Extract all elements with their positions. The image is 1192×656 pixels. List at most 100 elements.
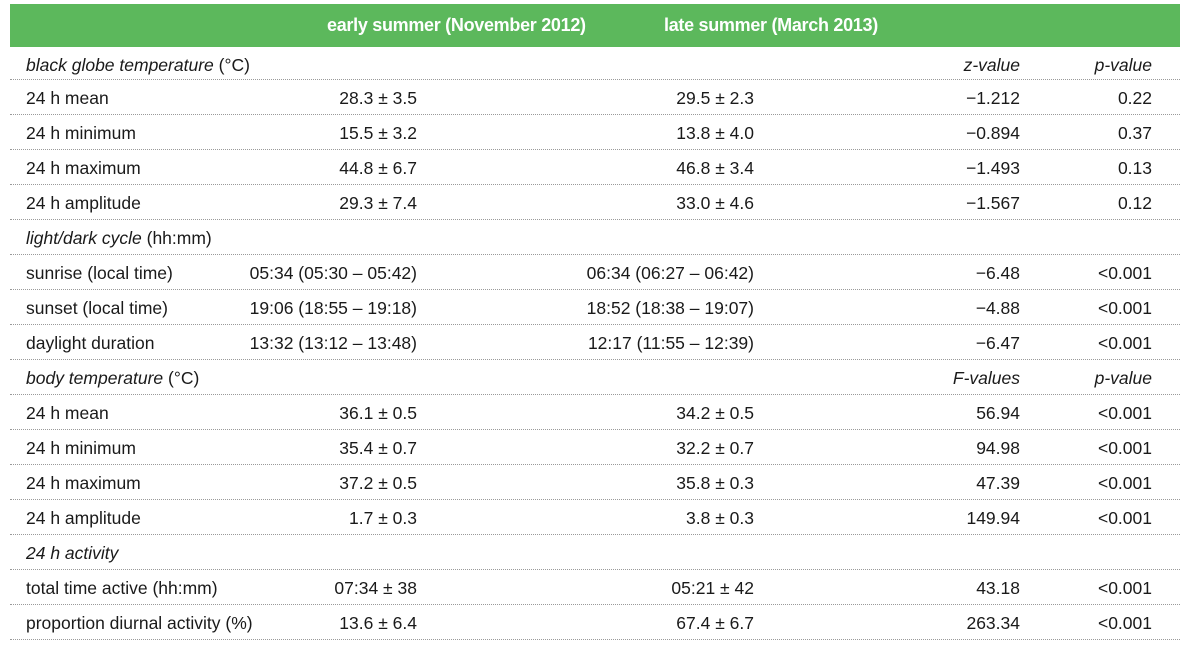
early-summer-value: 28.3 ± 3.5	[339, 88, 417, 108]
late-summer-value: 05:21 ± 42	[671, 578, 754, 598]
row-label: proportion diurnal activity (%)	[26, 613, 253, 633]
p-value: 0.12	[1117, 193, 1152, 213]
table-row: proportion diurnal activity (%) 13.6 ± 6.…	[10, 605, 1180, 640]
row-label: 24 h mean	[26, 403, 109, 423]
row-label: 24 h mean	[26, 88, 109, 108]
early-summer-value: 13:32 (13:12 – 13:48)	[249, 333, 417, 353]
section-title: black globe temperature (°C)	[26, 55, 250, 76]
stat-column-label: z-value	[963, 55, 1020, 75]
section-header-row: 24 h activity	[10, 535, 1180, 570]
early-summer-value: 44.8 ± 6.7	[339, 158, 417, 178]
table-row: 24 h minimum 15.5 ± 3.2 13.8 ± 4.0 −0.894 0.…	[10, 115, 1180, 150]
statistic-value: −1.212	[965, 88, 1020, 108]
statistic-value: 47.39	[976, 473, 1020, 493]
section-title-text: black globe temperature	[26, 55, 214, 75]
early-summer-value: 29.3 ± 7.4	[339, 193, 417, 213]
early-summer-value: 35.4 ± 0.7	[339, 438, 417, 458]
p-value: <0.001	[1097, 263, 1152, 283]
stat-column-label: F-values	[952, 368, 1020, 388]
section-unit: (hh:mm)	[146, 228, 212, 248]
early-summer-value: 13.6 ± 6.4	[339, 613, 417, 633]
early-summer-value: 05:34 (05:30 – 05:42)	[249, 263, 417, 283]
late-summer-value: 18:52 (18:38 – 19:07)	[586, 298, 754, 318]
late-summer-value: 3.8 ± 0.3	[686, 508, 754, 528]
p-value: <0.001	[1097, 578, 1152, 598]
header-late-summer: late summer (March 2013)	[664, 15, 878, 35]
table-row: 24 h maximum 37.2 ± 0.5 35.8 ± 0.3 47.39 <0.…	[10, 465, 1180, 500]
p-column-label: p-value	[1094, 55, 1152, 75]
row-label: daylight duration	[26, 333, 155, 353]
row-label: total time active (hh:mm)	[26, 578, 218, 598]
late-summer-value: 34.2 ± 0.5	[676, 403, 754, 423]
table-row: 24 h amplitude 1.7 ± 0.3 3.8 ± 0.3 149.94 <0…	[10, 500, 1180, 535]
late-summer-value: 32.2 ± 0.7	[676, 438, 754, 458]
late-summer-value: 33.0 ± 4.6	[676, 193, 754, 213]
statistic-value: 43.18	[976, 578, 1020, 598]
row-label: sunset (local time)	[26, 298, 168, 318]
table-row: 24 h mean 36.1 ± 0.5 34.2 ± 0.5 56.94 <0.001	[10, 395, 1180, 430]
table-row: 24 h amplitude 29.3 ± 7.4 33.0 ± 4.6 −1.567…	[10, 185, 1180, 220]
section-unit: (°C)	[168, 368, 200, 388]
table-row: 24 h minimum 35.4 ± 0.7 32.2 ± 0.7 94.98 <0.…	[10, 430, 1180, 465]
section-unit: (°C)	[218, 55, 250, 75]
p-value: 0.37	[1117, 123, 1152, 143]
late-summer-value: 06:34 (06:27 – 06:42)	[586, 263, 754, 283]
header-early-summer: early summer (November 2012)	[327, 15, 586, 35]
early-summer-value: 1.7 ± 0.3	[349, 508, 417, 528]
table-row: daylight duration 13:32 (13:12 – 13:48) 12…	[10, 325, 1180, 360]
p-value: <0.001	[1097, 438, 1152, 458]
p-value: 0.22	[1117, 88, 1152, 108]
statistic-value: −4.88	[975, 298, 1020, 318]
late-summer-value: 46.8 ± 3.4	[676, 158, 754, 178]
table-row: sunset (local time) 19:06 (18:55 – 19:18)…	[10, 290, 1180, 325]
row-label: 24 h maximum	[26, 158, 141, 178]
row-label: 24 h minimum	[26, 123, 136, 143]
p-value: <0.001	[1097, 298, 1152, 318]
section-title: body temperature (°C)	[26, 368, 199, 389]
statistic-value: −6.47	[975, 333, 1020, 353]
table-row: total time active (hh:mm) 07:34 ± 38 05:21…	[10, 570, 1180, 605]
section-title-text: 24 h activity	[26, 543, 119, 563]
section-title: light/dark cycle (hh:mm)	[26, 228, 212, 249]
section-header-row: black globe temperature (°C) z-value p-val…	[10, 47, 1180, 80]
section-header-row: body temperature (°C) F-values p-value	[10, 360, 1180, 395]
statistic-value: −1.493	[965, 158, 1020, 178]
section-title-text: light/dark cycle	[26, 228, 142, 248]
late-summer-value: 13.8 ± 4.0	[676, 123, 754, 143]
p-value: <0.001	[1097, 473, 1152, 493]
statistic-value: −1.567	[965, 193, 1020, 213]
p-value: <0.001	[1097, 508, 1152, 528]
statistic-value: 94.98	[976, 438, 1020, 458]
early-summer-value: 36.1 ± 0.5	[339, 403, 417, 423]
table-body: black globe temperature (°C) z-value p-val…	[10, 47, 1180, 640]
p-value: 0.13	[1117, 158, 1152, 178]
row-label: 24 h amplitude	[26, 193, 141, 213]
p-value: <0.001	[1097, 613, 1152, 633]
p-value: <0.001	[1097, 333, 1152, 353]
table-row: sunrise (local time) 05:34 (05:30 – 05:42…	[10, 255, 1180, 290]
statistic-value: 56.94	[976, 403, 1020, 423]
data-table: early summer (November 2012) late summer…	[10, 4, 1180, 640]
row-label: 24 h maximum	[26, 473, 141, 493]
statistic-value: 149.94	[966, 508, 1020, 528]
p-column-label: p-value	[1094, 368, 1152, 388]
p-value: <0.001	[1097, 403, 1152, 423]
table-row: 24 h mean 28.3 ± 3.5 29.5 ± 2.3 −1.212 0.22	[10, 80, 1180, 115]
section-title: 24 h activity	[26, 543, 118, 564]
statistic-value: −0.894	[965, 123, 1020, 143]
early-summer-value: 19:06 (18:55 – 19:18)	[249, 298, 417, 318]
late-summer-value: 67.4 ± 6.7	[676, 613, 754, 633]
early-summer-value: 37.2 ± 0.5	[339, 473, 417, 493]
early-summer-value: 15.5 ± 3.2	[339, 123, 417, 143]
early-summer-value: 07:34 ± 38	[334, 578, 417, 598]
row-label: 24 h amplitude	[26, 508, 141, 528]
row-label: 24 h minimum	[26, 438, 136, 458]
table-row: 24 h maximum 44.8 ± 6.7 46.8 ± 3.4 −1.493 0.…	[10, 150, 1180, 185]
late-summer-value: 12:17 (11:55 – 12:39)	[587, 333, 754, 353]
statistic-value: −6.48	[975, 263, 1020, 283]
late-summer-value: 29.5 ± 2.3	[676, 88, 754, 108]
statistic-value: 263.34	[966, 613, 1020, 633]
table-header: early summer (November 2012) late summer…	[10, 4, 1180, 47]
late-summer-value: 35.8 ± 0.3	[676, 473, 754, 493]
section-header-row: light/dark cycle (hh:mm)	[10, 220, 1180, 255]
